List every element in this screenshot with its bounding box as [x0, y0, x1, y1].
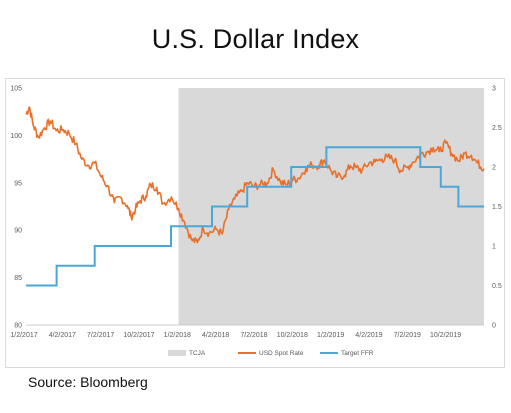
legend-tcja-swatch: [168, 350, 186, 356]
y-right-tick-label: 2.5: [492, 125, 502, 132]
y-left-tick-label: 95: [14, 180, 22, 187]
x-tick-label: 4/2/2017: [49, 332, 76, 339]
y-right-tick-label: 1: [492, 244, 496, 251]
y-left-tick-label: 90: [14, 228, 22, 235]
y-left-tick-label: 105: [10, 86, 22, 93]
x-tick-label: 7/2/2018: [240, 332, 267, 339]
y-right-tick-label: 3: [492, 86, 496, 93]
y-right-tick-label: 1.5: [492, 204, 502, 211]
x-tick-label: 1/2/2019: [317, 332, 344, 339]
y-right-tick-label: 2: [492, 165, 496, 172]
legend-label: TCJA: [189, 350, 206, 357]
x-tick-label: 1/2/2017: [10, 332, 37, 339]
x-tick-label: 10/2/2017: [123, 332, 154, 339]
legend-label: Target FFR: [341, 350, 374, 357]
x-tick-label: 10/2/2019: [430, 332, 461, 339]
usd-spot-rate-line: [25, 106, 485, 244]
y-left-tick-label: 80: [14, 323, 22, 330]
source-note: Source: Bloomberg: [28, 374, 148, 390]
chart-title: U.S. Dollar Index: [151, 24, 360, 54]
x-tick-label: 1/2/2018: [164, 332, 191, 339]
target-ffr-line: [26, 146, 484, 287]
legend-label: USD Spot Rate: [259, 350, 304, 357]
x-tick-label: 7/2/2017: [87, 332, 114, 339]
x-tick-label: 4/2/2019: [355, 332, 382, 339]
x-tick-label: 10/2/2018: [277, 332, 308, 339]
y-right-tick-label: 0: [492, 323, 496, 330]
y-left-tick-label: 100: [10, 133, 22, 140]
y-left-tick-label: 85: [14, 275, 22, 282]
x-tick-label: 7/2/2019: [394, 332, 421, 339]
x-tick-label: 4/2/2018: [202, 332, 229, 339]
y-right-tick-label: 0.5: [492, 283, 502, 290]
usd-index-chart: 80 85 90 95 100 105 0 0.5 1 1.5 2 2.5 3 1/2/2017 4/2/2…: [10, 86, 502, 358]
